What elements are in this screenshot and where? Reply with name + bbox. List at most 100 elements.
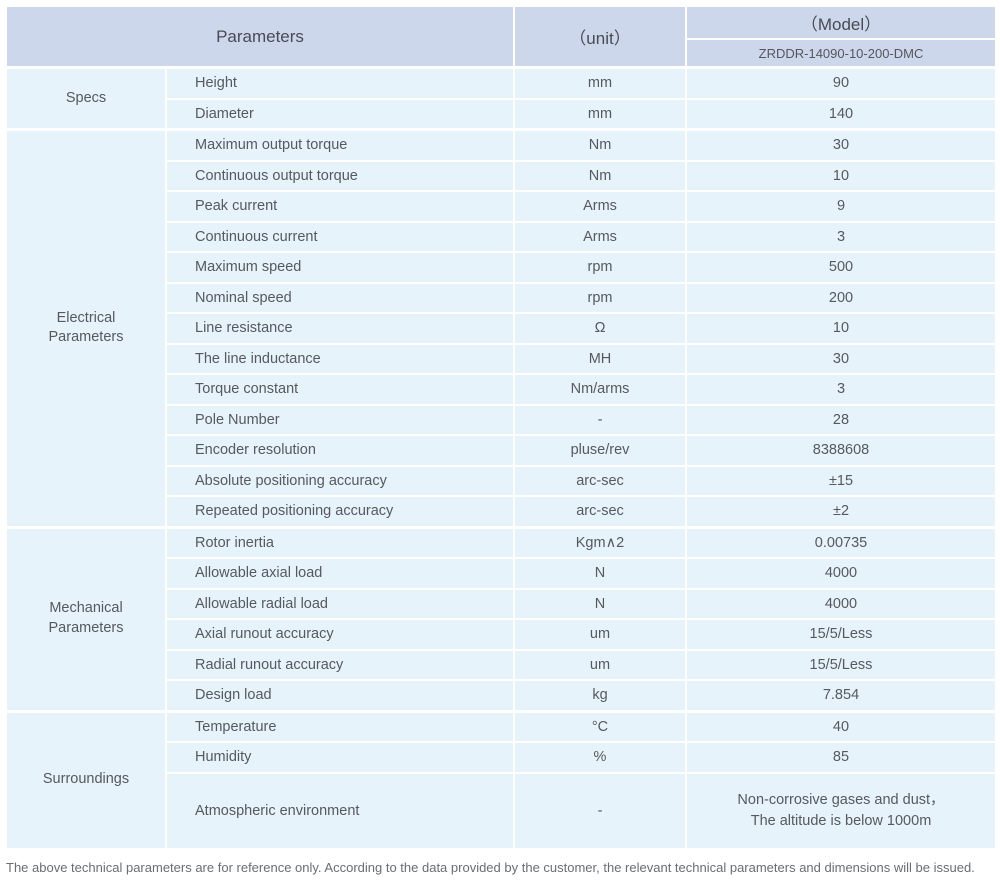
table-row: Diameter mm 140: [6, 97, 997, 131]
value-cell: 3: [685, 220, 997, 253]
param-name-cell: Maximum speed: [165, 251, 515, 284]
value-cell: 85: [685, 741, 997, 774]
param-name-cell: Atmospheric environment: [165, 771, 515, 850]
param-name-cell: Torque constant: [165, 373, 515, 406]
table-row: Surroundings Temperature °C 40: [5, 709, 997, 850]
table-row: Nominal speed rpm 200: [6, 281, 997, 314]
table-row: Peak current Arms 9: [6, 190, 997, 223]
unit-cell: rpm: [513, 281, 687, 314]
model-number: ZRDDR-14090-10-200-DMC: [758, 45, 924, 61]
value-cell: 140: [685, 97, 997, 131]
value-cell: 28: [685, 403, 997, 436]
section-label-electrical: Electrical Parameters: [5, 128, 167, 528]
section-label-surroundings: Surroundings: [5, 709, 167, 850]
unit-cell: arc-sec: [513, 495, 687, 528]
parameters-table: Parameters （unit） （Model） ZRDDR-14090-10…: [5, 5, 997, 850]
unit-cell: Kgm∧2: [513, 525, 687, 559]
unit-cell: arc-sec: [513, 464, 687, 497]
value-cell: 15/5/Less: [685, 618, 997, 651]
table-row: Specs Height mm 90: [5, 66, 997, 131]
section-label-mechanical: Mechanical Parameters: [5, 525, 167, 712]
unit-cell: um: [513, 648, 687, 681]
section-label-text: Electrical Parameters: [48, 309, 124, 346]
table-row: The line inductance MH 30: [6, 342, 997, 375]
param-name-cell: The line inductance: [165, 342, 515, 375]
table-row: Torque constant Nm/arms 3: [6, 373, 997, 406]
value-cell: 9: [685, 190, 997, 223]
param-name-cell: Radial runout accuracy: [165, 648, 515, 681]
unit-cell: Ω: [513, 312, 687, 345]
model-label: （Model）: [687, 7, 995, 40]
header-parameters: Parameters: [5, 5, 515, 69]
value-cell: 40: [685, 709, 997, 743]
value-cell: 10: [685, 312, 997, 345]
unit-cell: Nm: [513, 128, 687, 162]
header-unit: （unit）: [513, 5, 687, 69]
param-name-cell: Continuous output torque: [165, 159, 515, 192]
value-cell: ±15: [685, 464, 997, 497]
unit-cell: rpm: [513, 251, 687, 284]
param-name-cell: Humidity: [165, 741, 515, 774]
value-cell: 4000: [685, 587, 997, 620]
unit-cell: um: [513, 618, 687, 651]
table-row: Humidity % 85: [6, 741, 997, 774]
unit-cell: mm: [513, 66, 687, 100]
param-name-cell: Height: [165, 66, 515, 100]
table-row: Maximum speed rpm 500: [6, 251, 997, 284]
table-row: Radial runout accuracy um 15/5/Less: [6, 648, 997, 681]
param-name-cell: Absolute positioning accuracy: [165, 464, 515, 497]
unit-cell: Nm: [513, 159, 687, 192]
unit-cell: -: [513, 403, 687, 436]
section-label-text: Mechanical Parameters: [48, 600, 124, 636]
param-name-cell: Maximum output torque: [165, 128, 515, 162]
table-row: Repeated positioning accuracy arc-sec ±2: [6, 495, 997, 528]
unit-cell: N: [513, 587, 687, 620]
value-cell: 30: [685, 128, 997, 162]
unit-cell: kg: [513, 679, 687, 712]
unit-cell: pluse/rev: [513, 434, 687, 467]
param-name-cell: Pole Number: [165, 403, 515, 436]
value-cell: 0.00735: [685, 525, 997, 559]
value-cell: 4000: [685, 557, 997, 590]
table-row: Mechanical Parameters Rotor inertia Kgm∧…: [5, 525, 997, 712]
table-row: Pole Number - 28: [6, 403, 997, 436]
value-cell: Non-corrosive gases and dust， The altitu…: [685, 771, 997, 850]
unit-cell: Arms: [513, 190, 687, 223]
unit-cell: -: [513, 771, 687, 850]
table-row: Atmospheric environment - Non-corrosive …: [6, 771, 997, 850]
param-name-cell: Diameter: [165, 97, 515, 131]
param-name-cell: Allowable radial load: [165, 587, 515, 620]
value-cell: 500: [685, 251, 997, 284]
unit-cell: MH: [513, 342, 687, 375]
value-cell: 8388608: [685, 434, 997, 467]
unit-cell: Nm/arms: [513, 373, 687, 406]
value-line-1: Non-corrosive gases and dust，: [737, 792, 945, 809]
param-name-cell: Line resistance: [165, 312, 515, 345]
table-row: Allowable radial load N 4000: [6, 587, 997, 620]
unit-cell: N: [513, 557, 687, 590]
value-cell: 200: [685, 281, 997, 314]
value-cell: 30: [685, 342, 997, 375]
header-row: Parameters （unit） （Model） ZRDDR-14090-10…: [5, 5, 997, 69]
param-name-cell: Temperature: [165, 709, 515, 743]
value-line-2: The altitude is below 1000m: [750, 812, 932, 829]
table-header: Parameters （unit） （Model） ZRDDR-14090-10…: [5, 5, 997, 69]
table-row: Allowable axial load N 4000: [6, 557, 997, 590]
table-row: Axial runout accuracy um 15/5/Less: [6, 618, 997, 651]
table-row: Design load kg 7.854: [6, 679, 997, 712]
unit-cell: °C: [513, 709, 687, 743]
table-row: Continuous current Arms 3: [6, 220, 997, 253]
param-name-cell: Repeated positioning accuracy: [165, 495, 515, 528]
value-cell: ±2: [685, 495, 997, 528]
param-name-cell: Continuous current: [165, 220, 515, 253]
unit-cell: mm: [513, 97, 687, 131]
header-model: （Model） ZRDDR-14090-10-200-DMC: [685, 5, 997, 69]
table-row: Electrical Parameters Maximum output tor…: [5, 128, 997, 528]
footnote: The above technical parameters are for r…: [6, 859, 975, 875]
param-name-cell: Nominal speed: [165, 281, 515, 314]
table-row: Encoder resolution pluse/rev 8388608: [6, 434, 997, 467]
section-label-specs: Specs: [5, 66, 167, 131]
value-cell: 3: [685, 373, 997, 406]
param-name-cell: Axial runout accuracy: [165, 618, 515, 651]
